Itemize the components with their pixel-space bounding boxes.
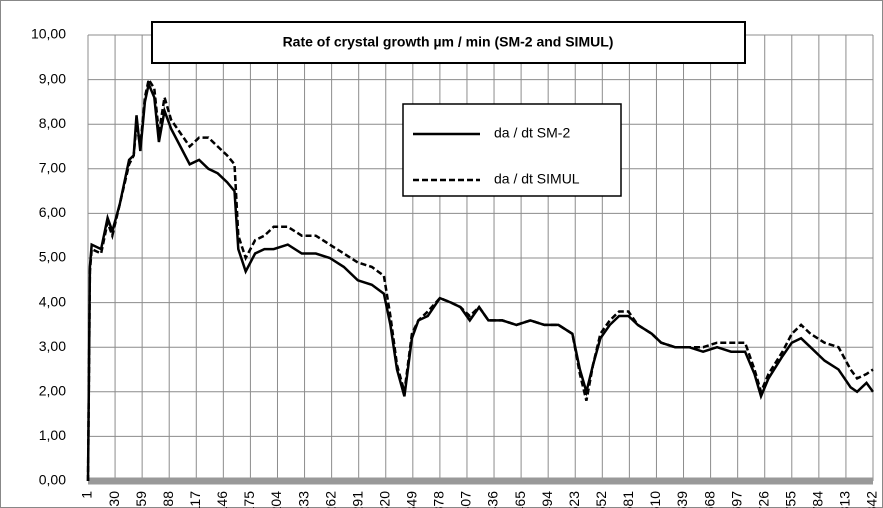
y-tick-label: 2,00 — [39, 383, 66, 399]
y-tick-label: 9,00 — [39, 70, 66, 86]
x-tick-label: 146 — [214, 491, 230, 508]
y-tick-label: 8,00 — [39, 115, 66, 131]
x-tick-label: 639 — [674, 491, 690, 508]
x-tick-label: 204 — [268, 491, 284, 508]
x-tick-label: 581 — [620, 491, 636, 508]
x-tick-label: 117 — [187, 491, 203, 508]
y-tick-label: 7,00 — [39, 160, 66, 176]
x-tick-label: 320 — [376, 491, 392, 508]
x-tick-label: 610 — [647, 491, 663, 508]
x-tick-label: 523 — [566, 491, 582, 508]
x-tick-label: 436 — [485, 491, 501, 508]
x-tick-label: 291 — [349, 491, 365, 508]
x-tick-label: 726 — [755, 491, 771, 508]
legend-label: da / dt SIMUL — [494, 171, 580, 187]
x-tick-label: 494 — [539, 491, 555, 508]
x-tick-label: 465 — [512, 491, 528, 508]
x-tick-label: 233 — [295, 491, 311, 508]
x-tick-label: 378 — [431, 491, 447, 508]
x-tick-label: 552 — [593, 491, 609, 508]
x-tick-label: 175 — [241, 491, 257, 508]
y-tick-label: 4,00 — [39, 293, 66, 309]
x-tick-label: 697 — [728, 491, 744, 508]
x-tick-label: 262 — [322, 491, 338, 508]
chart-title: Rate of crystal growth µm / min (SM-2 an… — [283, 34, 614, 50]
x-tick-label: 668 — [701, 491, 717, 508]
x-tick-label: 407 — [458, 491, 474, 508]
x-tick-label: 813 — [837, 491, 853, 508]
y-tick-label: 0,00 — [39, 472, 66, 488]
legend-box — [402, 103, 622, 197]
y-tick-label: 5,00 — [39, 249, 66, 265]
title-box — [151, 21, 746, 64]
x-tick-label: 59 — [133, 491, 149, 507]
x-tick-label: 755 — [782, 491, 798, 508]
x-tick-label: 349 — [404, 491, 420, 508]
x-tick-label: 784 — [810, 491, 826, 508]
x-tick-label: 842 — [864, 491, 880, 508]
y-tick-label: 3,00 — [39, 338, 66, 354]
x-tick-label: 30 — [106, 491, 122, 507]
legend-label: da / dt SM-2 — [494, 125, 570, 141]
data-line — [86, 79, 875, 482]
y-tick-label: 6,00 — [39, 204, 66, 220]
y-tick-label: 10,00 — [31, 26, 66, 42]
x-tick-label: 88 — [160, 491, 176, 507]
x-tick-label: 1 — [79, 491, 95, 499]
data-line — [86, 76, 874, 482]
y-tick-label: 1,00 — [39, 427, 66, 443]
